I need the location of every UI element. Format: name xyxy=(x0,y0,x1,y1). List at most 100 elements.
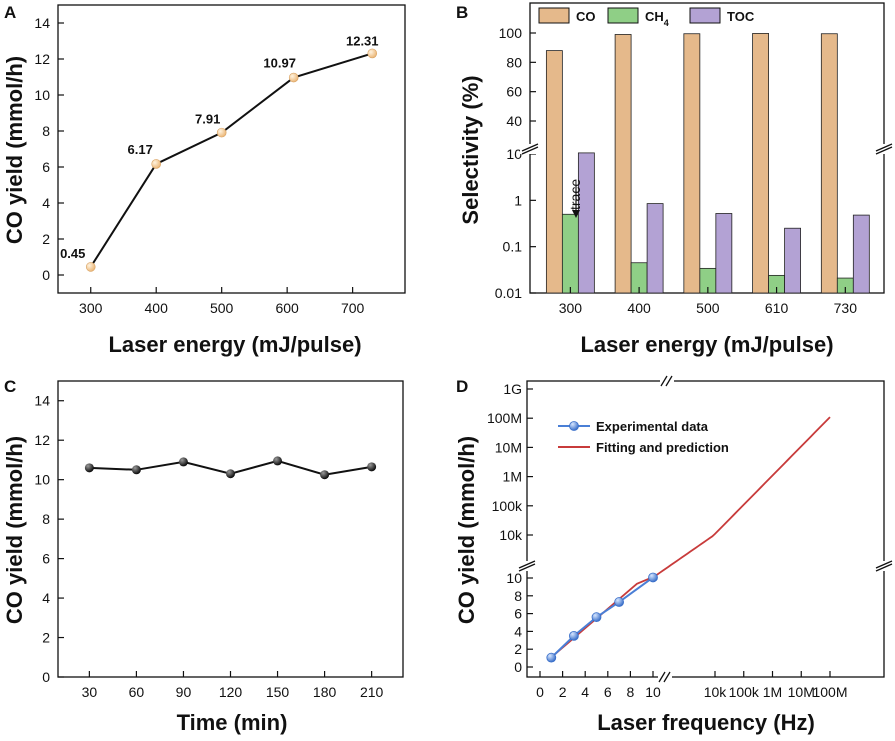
y-tick-label: 2 xyxy=(42,630,50,646)
data-point xyxy=(151,159,162,169)
panel-d-y-label: CO yield (mmol/h) xyxy=(454,436,479,624)
bar-toc xyxy=(715,213,733,294)
x-tick-label: 180 xyxy=(313,684,337,700)
data-label: 6.17 xyxy=(128,142,153,157)
panel-d-x-label: Laser frequency (Hz) xyxy=(597,710,815,735)
y-tick-label: 12 xyxy=(34,432,50,448)
x-tick-label: 90 xyxy=(176,684,192,700)
panel-d-axis-break xyxy=(517,375,894,683)
y-tick-label: 8 xyxy=(514,588,522,604)
y-tick-label: 14 xyxy=(34,393,50,409)
fit-line xyxy=(550,416,831,658)
panel-d-points xyxy=(546,572,658,663)
y-tick-label: 0.01 xyxy=(495,285,522,301)
panel-c-frame xyxy=(57,380,404,678)
x-tick-label: 8 xyxy=(627,684,635,700)
panel-c-letter: C xyxy=(4,377,16,396)
legend-swatch-co xyxy=(538,7,570,24)
panel-c: C 0 2 4 6 8 10 12 14 30 60 90 120 150 180 210 Time (m… xyxy=(2,377,404,735)
x-tick-label: 730 xyxy=(834,300,858,316)
x-tick-label: 400 xyxy=(145,300,169,316)
y-tick-label: 100 xyxy=(499,25,523,41)
y-tick-label: 4 xyxy=(42,195,50,211)
panel-b-y-label: Selectivity (%) xyxy=(458,75,483,224)
panel-a-series-line xyxy=(89,52,373,268)
panel-c-x-ticks: 30 60 90 120 150 180 210 xyxy=(82,671,384,700)
bar-co xyxy=(683,33,701,294)
y-tick-label: 1G xyxy=(503,381,522,397)
y-tick-label: 2 xyxy=(514,641,522,657)
bar-toc xyxy=(852,214,870,294)
panel-a: A 0 2 4 6 8 10 12 14 300 400 500 600 700 0.45 6.17 7.… xyxy=(2,3,406,357)
x-tick-label: 400 xyxy=(627,300,651,316)
data-point xyxy=(288,72,299,83)
panel-a-y-label: CO yield (mmol/h) xyxy=(2,56,27,244)
data-label: 7.91 xyxy=(195,112,220,127)
panel-b-trace-annotation: trace xyxy=(567,179,583,218)
panel-b-legend: CO CH4 TOC xyxy=(538,7,755,28)
x-tick-label: 10k xyxy=(704,684,728,700)
panel-b: B 100 80 60 40 10 1 0.1 0.01 300 400 500 610 730 tr… xyxy=(456,2,894,357)
panel-b-letter: B xyxy=(456,3,468,22)
data-point xyxy=(131,465,141,475)
y-tick-label: 14 xyxy=(34,15,50,31)
y-tick-label: 8 xyxy=(42,511,50,527)
panel-a-x-ticks: 300 400 500 600 700 xyxy=(79,287,365,316)
x-tick-label: 610 xyxy=(765,300,789,316)
panel-d-legend: Experimental data Fitting and prediction xyxy=(558,419,729,455)
legend-swatch-ch4 xyxy=(607,7,639,24)
panel-a-points: 0.45 6.17 7.91 10.97 12.31 xyxy=(60,33,379,272)
x-tick-label: 0 xyxy=(536,684,544,700)
x-tick-label: 6 xyxy=(604,684,612,700)
x-tick-label: 30 xyxy=(82,684,98,700)
panel-d-frame xyxy=(526,380,885,678)
x-tick-label: 100M xyxy=(812,684,847,700)
x-tick-label: 120 xyxy=(219,684,243,700)
bar-co xyxy=(752,33,769,294)
data-point xyxy=(226,469,235,479)
legend-swatch-toc xyxy=(689,7,721,24)
panel-a-frame xyxy=(57,4,406,294)
panel-d-letter: D xyxy=(456,377,468,396)
bar-toc xyxy=(646,203,664,294)
y-tick-label: 4 xyxy=(514,623,522,639)
y-tick-label: 2 xyxy=(42,231,50,247)
y-tick-label: 60 xyxy=(506,84,522,100)
y-tick-label: 6 xyxy=(42,159,50,175)
data-point xyxy=(216,127,227,138)
legend-label-fitting: Fitting and prediction xyxy=(596,440,729,455)
x-tick-label: 150 xyxy=(266,684,290,700)
legend-label-toc: TOC xyxy=(727,9,755,24)
bar-co xyxy=(614,34,632,294)
x-tick-label: 210 xyxy=(360,684,384,700)
y-tick-label: 10 xyxy=(34,472,50,488)
panel-c-points xyxy=(84,456,377,480)
panel-b-y-ticks: 100 80 60 40 10 1 0.1 0.01 xyxy=(495,25,536,301)
data-point xyxy=(367,48,378,59)
data-label: 0.45 xyxy=(60,246,85,261)
panel-b-bars xyxy=(545,33,870,294)
x-tick-label: 300 xyxy=(79,300,103,316)
data-point xyxy=(614,597,624,607)
legend-marker-experimental xyxy=(569,421,579,431)
x-tick-label: 60 xyxy=(129,684,145,700)
y-tick-label: 0 xyxy=(42,267,50,283)
y-tick-label: 100k xyxy=(492,498,523,514)
y-tick-label: 10 xyxy=(506,146,522,162)
bar-co xyxy=(820,33,838,294)
bar-co xyxy=(545,50,563,294)
panel-b-x-label: Laser energy (mJ/pulse) xyxy=(580,332,833,357)
y-tick-label: 40 xyxy=(506,113,522,129)
x-tick-label: 100k xyxy=(729,684,760,700)
data-point xyxy=(178,457,188,467)
x-tick-label: 700 xyxy=(341,300,365,316)
y-tick-label: 10k xyxy=(499,527,523,543)
x-tick-label: 2 xyxy=(559,684,567,700)
x-tick-label: 10M xyxy=(788,684,815,700)
panel-a-x-label: Laser energy (mJ/pulse) xyxy=(108,332,361,357)
data-label: 12.31 xyxy=(346,33,379,48)
legend-label-experimental: Experimental data xyxy=(596,419,709,434)
y-tick-label: 1 xyxy=(514,192,522,208)
